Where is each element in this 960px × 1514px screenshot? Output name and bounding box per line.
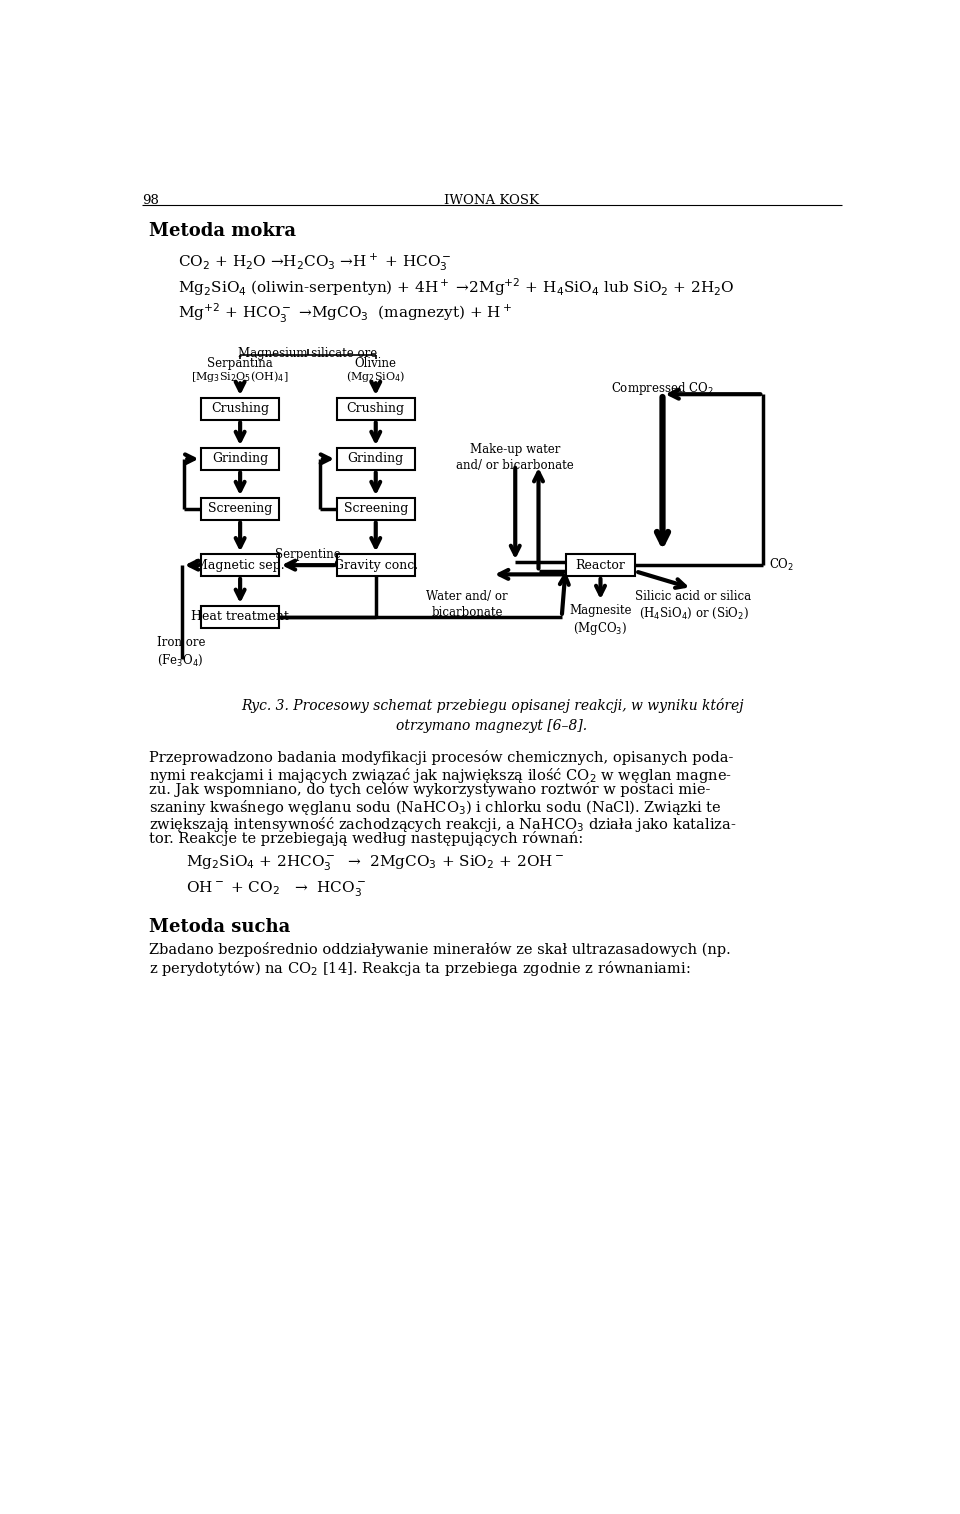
Text: Silicic acid or silica
(H$_4$SiO$_4$) or (SiO$_2$): Silicic acid or silica (H$_4$SiO$_4$) or… — [636, 590, 752, 621]
Text: Compressed CO$_2$: Compressed CO$_2$ — [612, 380, 714, 397]
Text: zu. Jak wspomniano, do tych celów wykorzystywano roztwór w postaci mie-: zu. Jak wspomniano, do tych celów wykorz… — [150, 783, 710, 798]
Text: Screening: Screening — [344, 503, 408, 515]
FancyBboxPatch shape — [337, 554, 415, 575]
Text: Ryc. 3. Procesowy schemat przebiegu opisanej reakcji, w wyniku której
otrzymano : Ryc. 3. Procesowy schemat przebiegu opis… — [241, 698, 743, 733]
Text: Magnesite
(MgCO$_3$): Magnesite (MgCO$_3$) — [569, 604, 632, 637]
Text: Mg$_2$SiO$_4$ + 2HCO$_3^-$  →  2MgCO$_3$ + SiO$_2$ + 2OH$^-$: Mg$_2$SiO$_4$ + 2HCO$_3^-$ → 2MgCO$_3$ +… — [186, 852, 564, 872]
Text: Serpantina: Serpantina — [207, 357, 273, 371]
Text: zwiększają intensywność zachodzących reakcji, a NaHCO$_3$ działa jako kataliza-: zwiększają intensywność zachodzących rea… — [150, 815, 737, 834]
Text: Heat treatment: Heat treatment — [191, 610, 289, 624]
Text: Olivine: Olivine — [355, 357, 396, 371]
FancyBboxPatch shape — [202, 554, 278, 575]
Text: nymi reakcjami i mających związać jak największą ilość CO$_2$ w węglan magne-: nymi reakcjami i mających związać jak na… — [150, 766, 732, 786]
FancyBboxPatch shape — [337, 398, 415, 419]
Text: Przeprowadzono badania modyfikacji procesów chemicznych, opisanych poda-: Przeprowadzono badania modyfikacji proce… — [150, 749, 733, 765]
Text: IWONA KOSK: IWONA KOSK — [444, 194, 540, 207]
Text: Mg$_2$SiO$_4$ (oliwin-serpentyn) + 4H$^+$ →2Mg$^{+2}$ + H$_4$SiO$_4$ lub SiO$_2$: Mg$_2$SiO$_4$ (oliwin-serpentyn) + 4H$^+… — [179, 277, 734, 298]
FancyBboxPatch shape — [202, 398, 278, 419]
Text: CO$_2$: CO$_2$ — [770, 557, 795, 574]
Text: tor. Reakcje te przebiegają według następujących równań:: tor. Reakcje te przebiegają według nastę… — [150, 831, 584, 846]
FancyBboxPatch shape — [565, 554, 636, 575]
Text: Magnesium silicate ore: Magnesium silicate ore — [238, 347, 377, 360]
Text: Grinding: Grinding — [212, 453, 268, 465]
Text: Water and/ or
bicarbonate: Water and/ or bicarbonate — [426, 590, 508, 619]
Text: Magnetic sep.: Magnetic sep. — [195, 559, 285, 572]
Text: Reactor: Reactor — [576, 559, 625, 572]
Text: Serpentine: Serpentine — [276, 548, 341, 562]
Text: Crushing: Crushing — [347, 403, 405, 415]
Text: Iron ore
(Fe$_3$O$_4$): Iron ore (Fe$_3$O$_4$) — [157, 636, 205, 668]
Text: 98: 98 — [142, 194, 158, 207]
Text: Screening: Screening — [208, 503, 273, 515]
FancyBboxPatch shape — [202, 606, 278, 627]
Text: (Mg$_2$SiO$_4$): (Mg$_2$SiO$_4$) — [346, 369, 405, 383]
Text: CO$_2$ + H$_2$O →H$_2$CO$_3$ →H$^+$ + HCO$_3^-$: CO$_2$ + H$_2$O →H$_2$CO$_3$ →H$^+$ + HC… — [179, 251, 452, 273]
Text: Metoda sucha: Metoda sucha — [150, 917, 291, 936]
Text: OH$^-$ + CO$_2$   →  HCO$_3^-$: OH$^-$ + CO$_2$ → HCO$_3^-$ — [186, 880, 366, 899]
FancyBboxPatch shape — [337, 498, 415, 519]
FancyBboxPatch shape — [337, 448, 415, 469]
FancyBboxPatch shape — [202, 498, 278, 519]
Text: szaniny kwaśnego węglanu sodu (NaHCO$_3$) i chlorku sodu (NaCl). Związki te: szaniny kwaśnego węglanu sodu (NaHCO$_3$… — [150, 798, 722, 818]
Text: Crushing: Crushing — [211, 403, 269, 415]
Text: Gravity conc.: Gravity conc. — [334, 559, 418, 572]
Text: Metoda mokra: Metoda mokra — [150, 221, 297, 239]
Text: Mg$^{+2}$ + HCO$_3^-$ →MgCO$_3$  (magnezyt) + H$^+$: Mg$^{+2}$ + HCO$_3^-$ →MgCO$_3$ (magnezy… — [179, 301, 513, 326]
FancyBboxPatch shape — [202, 448, 278, 469]
Text: [Mg$_3$Si$_2$O$_5$(OH)$_4$]: [Mg$_3$Si$_2$O$_5$(OH)$_4$] — [191, 369, 289, 383]
Text: Make-up water
and/ or bicarbonate: Make-up water and/ or bicarbonate — [456, 444, 574, 472]
Text: Zbadano bezpośrednio oddziaływanie minerałów ze skał ultrazasadowych (np.: Zbadano bezpośrednio oddziaływanie miner… — [150, 942, 732, 957]
Text: Grinding: Grinding — [348, 453, 404, 465]
Text: z perydotytów) na CO$_2$ [14]. Reakcja ta przebiega zgodnie z równaniami:: z perydotytów) na CO$_2$ [14]. Reakcja t… — [150, 958, 691, 978]
